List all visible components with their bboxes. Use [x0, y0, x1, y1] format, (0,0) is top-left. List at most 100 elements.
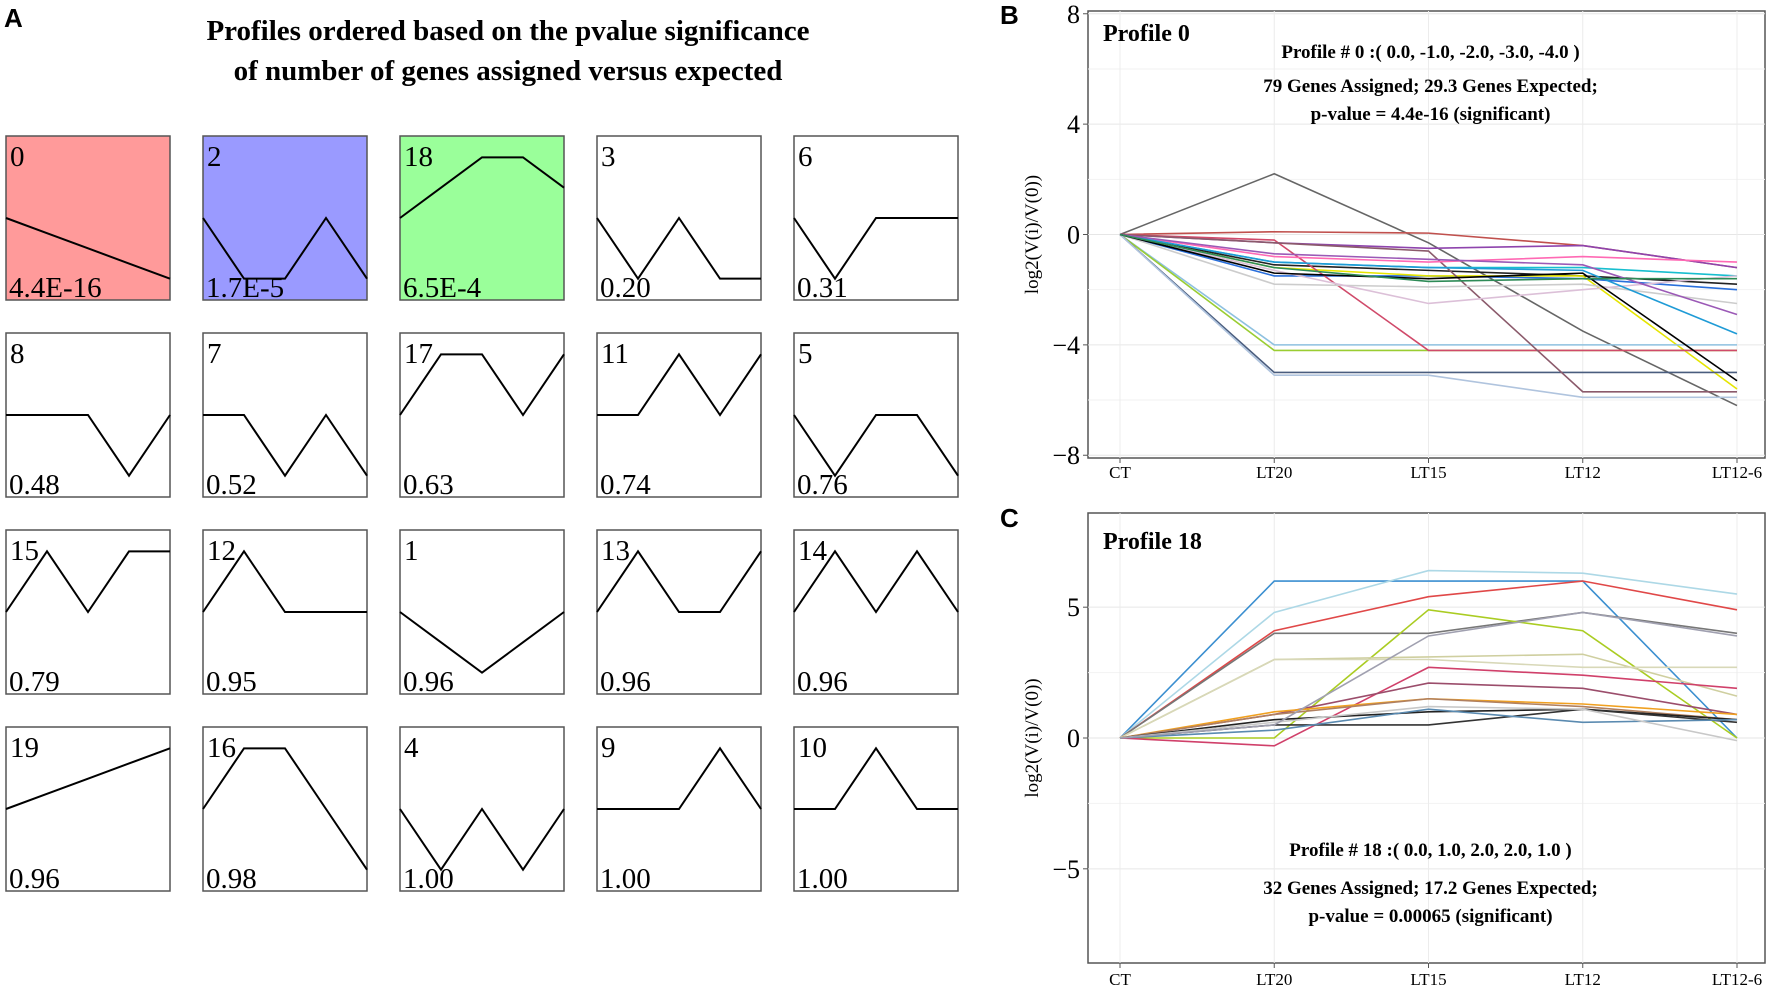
profile-box[interactable]: 18 6.5E-4	[399, 135, 565, 304]
profile-id: 6	[798, 141, 813, 173]
x-tick-label: CT	[1109, 970, 1131, 989]
y-tick-label: 5	[1067, 593, 1080, 622]
profile-box[interactable]: 110.74	[596, 332, 762, 501]
profile-box[interactable]: 60.31	[793, 135, 959, 304]
profile-shape-line	[202, 549, 367, 613]
profile-annotation-counts: 79 Genes Assigned; 29.3 Genes Expected;	[1263, 76, 1598, 97]
profile-id: 15	[10, 535, 39, 567]
profile-shape-line	[596, 549, 762, 613]
gene-series-line	[1119, 580, 1738, 739]
profile-box[interactable]: 190.96	[5, 726, 171, 895]
gene-series-line	[1119, 233, 1738, 335]
gene-series-line	[1119, 233, 1738, 316]
profile-pvalue: 0.74	[600, 469, 651, 501]
profile-id: 19	[10, 732, 39, 764]
profile-id: 4	[404, 732, 419, 764]
x-tick-label: LT20	[1256, 463, 1292, 482]
y-tick-label: 4	[1067, 110, 1080, 139]
profile-annotation-pvalue: p-value = 4.4e-16 (significant)	[1311, 104, 1551, 125]
gene-series-line	[1119, 233, 1737, 346]
profile-shape-line	[399, 353, 565, 417]
profile-box-frame	[399, 529, 565, 695]
profile-id: 1	[404, 535, 419, 567]
profile-box[interactable]: 130.96	[596, 529, 762, 698]
profile-box[interactable]: 50.76	[793, 332, 959, 501]
x-tick-label: LT12	[1565, 970, 1601, 989]
profile-pvalue: 1.7E-5	[206, 272, 284, 304]
gene-series-line	[1119, 172, 1738, 407]
profile-shape-line	[793, 414, 959, 478]
profile-pvalue: 0.95	[206, 666, 257, 698]
profile-box[interactable]: 170.63	[399, 332, 565, 501]
profile-id: 14	[798, 535, 828, 567]
y-tick-label: −8	[1052, 441, 1080, 470]
gene-series-line	[1119, 666, 1738, 747]
profile-pvalue: 0.31	[797, 272, 848, 304]
profile-pvalue: 0.52	[206, 469, 257, 501]
grid-title-line2: of number of genes assigned versus expec…	[234, 55, 783, 87]
gene-series-line	[1119, 580, 1738, 739]
profile-id: 7	[207, 338, 222, 370]
gene-series-line	[1119, 233, 1738, 305]
y-axis-label: log2(V(i)/V(0))	[1022, 678, 1043, 797]
profile-box[interactable]: 30.20	[596, 135, 762, 304]
profile-box[interactable]: 120.95	[202, 529, 368, 698]
y-tick-label: 0	[1067, 724, 1080, 753]
profile-pvalue: 1.00	[403, 863, 454, 895]
profile-shape-line	[399, 611, 565, 674]
gene-series-line	[1119, 233, 1737, 283]
profile-box-frame	[202, 726, 368, 892]
plot-title: Profile 0	[1103, 21, 1190, 47]
profile-box[interactable]: 2 1.7E-5	[202, 135, 368, 304]
x-tick-label: LT15	[1410, 970, 1446, 989]
plot-title: Profile 18	[1103, 529, 1202, 555]
profile-box[interactable]: 101.00	[793, 726, 959, 895]
profile-pvalue: 1.00	[600, 863, 651, 895]
x-tick-label: LT12-6	[1712, 970, 1762, 989]
gene-series-line	[1119, 233, 1737, 399]
profile-shape-line	[5, 747, 171, 810]
x-tick-label: CT	[1109, 463, 1131, 482]
y-tick-label: 0	[1067, 221, 1080, 250]
y-tick-label: −5	[1052, 855, 1080, 884]
gene-series-line	[1119, 233, 1738, 263]
profile-pvalue: 0.20	[600, 272, 651, 304]
profile-pvalue: 0.79	[9, 666, 60, 698]
profile-shape-line	[5, 217, 171, 280]
gene-series-line	[1119, 708, 1738, 739]
profile-box[interactable]: 80.48	[5, 332, 171, 501]
profile-shape-line	[794, 746, 958, 810]
profile-box[interactable]: 140.96	[793, 529, 959, 698]
profile-box[interactable]: 10.96	[399, 529, 565, 698]
profile-box-frame	[202, 135, 368, 301]
profile-id: 16	[207, 732, 236, 764]
profile-pvalue: 0.96	[403, 666, 454, 698]
profile-18-plot: CT LT20 LT15 LT12 LT12-6 5 0 −5 log2(V(i)/V(0)) P…	[1022, 512, 1766, 989]
profile-box[interactable]: 160.98	[202, 726, 368, 895]
profile-id: 8	[10, 338, 25, 370]
profile-pvalue: 4.4E-16	[9, 272, 102, 304]
profile-grid: 04.4E-1621.7E-5186.5E-430.2060.3180.4870…	[5, 135, 959, 895]
profile-shape-line	[399, 156, 565, 219]
profile-annotation-pvalue: p-value = 0.00065 (significant)	[1308, 906, 1552, 927]
gene-series-line	[1119, 233, 1738, 382]
profile-box[interactable]: 150.79	[5, 529, 171, 698]
profile-pvalue: 0.48	[9, 469, 60, 501]
profile-shape-line	[399, 807, 565, 872]
profile-id: 10	[798, 732, 827, 764]
gene-series-line	[1119, 611, 1738, 739]
profile-box-frame	[5, 726, 171, 892]
profile-box[interactable]: 70.52	[202, 332, 368, 501]
profile-pvalue: 0.98	[206, 863, 257, 895]
profile-pvalue: 0.76	[797, 469, 848, 501]
profile-box[interactable]: 41.00	[399, 726, 565, 895]
profile-id: 2	[207, 141, 222, 173]
profile-box-frame	[399, 332, 565, 498]
profile-box[interactable]: 0 4.4E-16	[5, 135, 171, 304]
y-tick-label: −4	[1052, 331, 1080, 360]
profile-id: 18	[404, 141, 433, 173]
profile-pvalue: 0.96	[797, 666, 848, 698]
profile-box[interactable]: 91.00	[596, 726, 762, 895]
gene-series-line	[1119, 233, 1737, 374]
